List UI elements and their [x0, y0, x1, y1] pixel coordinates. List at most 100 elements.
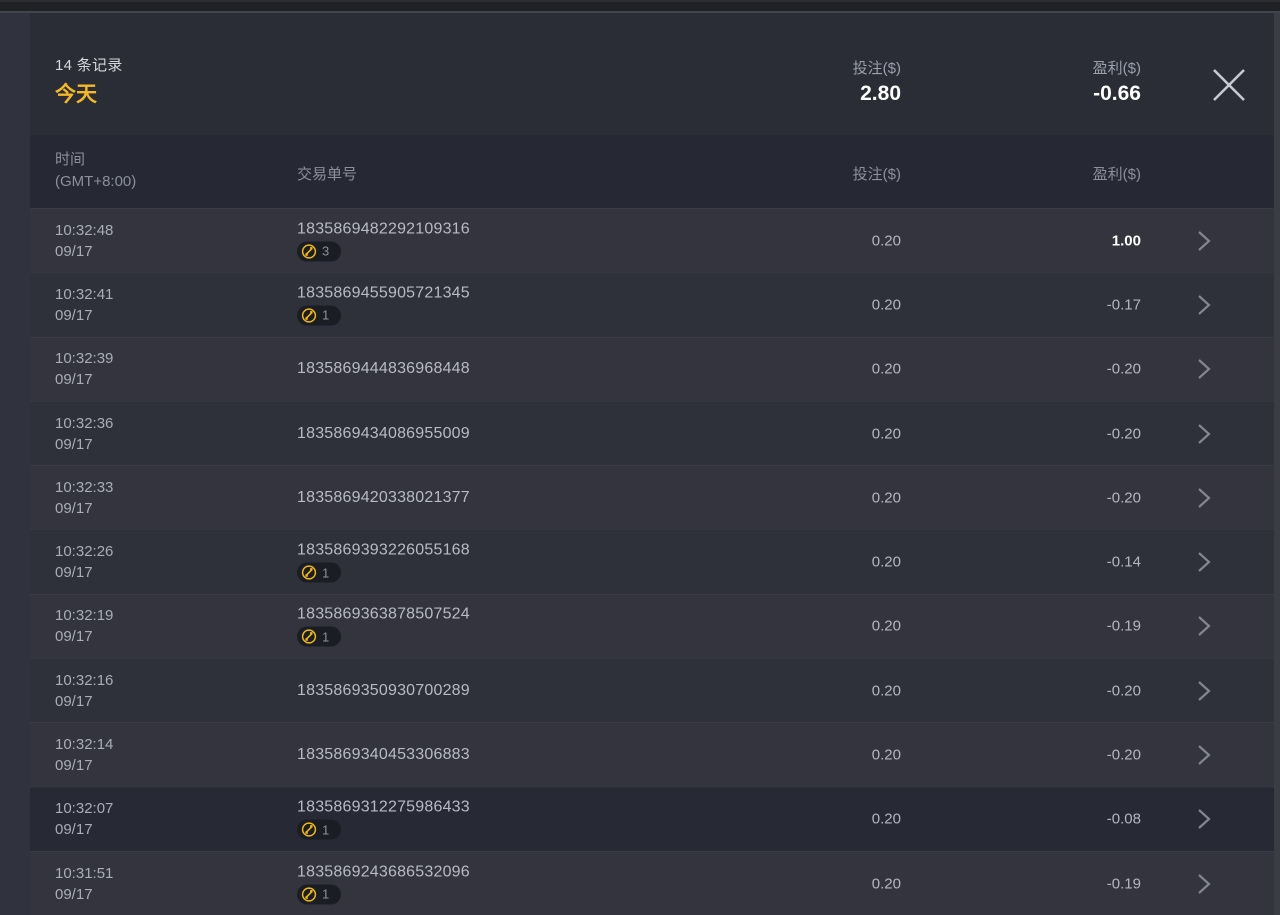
- percent-coin-icon: [301, 243, 317, 259]
- time-value: 10:32:19: [55, 607, 114, 625]
- order-cell: 1835869434086955009: [297, 425, 470, 443]
- time-cell: 10:32:14 09/17: [55, 734, 113, 776]
- time-value: 10:32:07: [55, 800, 114, 818]
- table-row[interactable]: 10:32:07 09/17 1835869312275986433 1 0.2…: [30, 786, 1280, 851]
- round-count-badge: 1: [297, 819, 342, 840]
- percent-coin-icon: [301, 886, 317, 902]
- table-row[interactable]: 10:32:33 09/17 1835869420338021377 0.20 …: [30, 465, 1280, 530]
- table-row[interactable]: 10:32:16 09/17 1835869350930700289 0.20 …: [30, 658, 1280, 723]
- table-row[interactable]: 10:32:14 09/17 1835869340453306883 0.20 …: [30, 722, 1280, 787]
- table-header: 时间 (GMT+8:00) 交易单号 投注($) 盈利($): [30, 135, 1280, 208]
- header-time-line2: (GMT+8:00): [55, 173, 137, 190]
- left-gutter: [0, 13, 30, 915]
- order-cell: 1835869455905721345 1: [297, 284, 470, 326]
- profit-value: -0.08: [1106, 810, 1141, 828]
- order-cell: 1835869340453306883: [297, 746, 470, 764]
- time-value: 10:32:16: [55, 671, 114, 689]
- profit-value: -0.20: [1106, 489, 1141, 507]
- records-panel: 14 条记录 今天 投注($) 2.80 盈利($) -0.66 时间 (: [30, 13, 1280, 915]
- table-row[interactable]: 10:32:36 09/17 1835869434086955009 0.20 …: [30, 400, 1280, 466]
- bet-value: 0.20: [871, 232, 901, 250]
- summary-bet: 投注($) 2.80: [853, 57, 901, 106]
- order-number: 1835869312275986433: [297, 798, 470, 816]
- badge-count: 1: [322, 307, 330, 323]
- summary-bet-label: 投注($): [852, 60, 901, 77]
- table-row[interactable]: 10:32:26 09/17 1835869393226055168 1 0.2…: [30, 529, 1280, 594]
- bet-value: 0.20: [871, 617, 901, 635]
- order-cell: 1835869482292109316 3: [297, 220, 470, 262]
- date-value: 09/17: [55, 242, 93, 260]
- time-cell: 10:31:51 09/17: [55, 863, 113, 905]
- percent-coin-icon: [301, 822, 317, 837]
- chevron-right-icon[interactable]: [1197, 616, 1213, 637]
- time-value: 10:32:36: [55, 414, 114, 432]
- time-cell: 10:32:41 09/17: [55, 284, 113, 326]
- chevron-right-icon[interactable]: [1197, 873, 1213, 894]
- profit-value: -0.14: [1106, 553, 1141, 571]
- close-button[interactable]: [1206, 62, 1252, 108]
- date-value: 09/17: [55, 499, 93, 517]
- scrollbar[interactable]: [1274, 13, 1280, 915]
- summary-profit: 盈利($) -0.66: [1093, 57, 1141, 106]
- badge-count: 1: [322, 886, 330, 902]
- header-time-line1: 时间: [55, 151, 86, 168]
- date-value: 09/17: [55, 821, 93, 839]
- chevron-right-icon[interactable]: [1197, 680, 1213, 701]
- chevron-right-icon[interactable]: [1197, 809, 1213, 830]
- time-value: 10:32:14: [55, 736, 114, 754]
- percent-coin-icon: [301, 565, 317, 580]
- period-label[interactable]: 今天: [55, 83, 97, 106]
- chevron-right-icon[interactable]: [1197, 488, 1213, 508]
- order-number: 1835869482292109316: [297, 220, 470, 238]
- table-row[interactable]: 10:32:19 09/17 1835869363878507524 1 0.2…: [30, 593, 1280, 659]
- table-row[interactable]: 10:32:41 09/17 1835869455905721345 1 0.2…: [30, 272, 1280, 337]
- date-value: 09/17: [55, 757, 93, 775]
- badge-count: 1: [322, 565, 330, 581]
- order-number: 1835869455905721345: [297, 284, 470, 302]
- time-value: 10:32:41: [55, 285, 114, 303]
- date-value: 09/17: [55, 628, 93, 646]
- order-number: 1835869363878507524: [297, 605, 470, 623]
- time-value: 10:32:39: [55, 350, 114, 368]
- date-value: 09/17: [55, 692, 93, 710]
- time-cell: 10:32:07 09/17: [55, 798, 113, 840]
- profit-value: -0.20: [1106, 682, 1141, 700]
- table-row[interactable]: 10:32:48 09/17 1835869482292109316 3 0.2…: [30, 208, 1280, 273]
- summary-bet-value: 2.80: [860, 82, 901, 105]
- badge-count: 3: [322, 243, 330, 259]
- round-count-badge: 1: [297, 626, 342, 647]
- order-number: 1835869350930700289: [297, 681, 470, 699]
- profit-value: -0.20: [1106, 746, 1141, 764]
- table-row[interactable]: 10:31:51 09/17 1835869243686532096 1 0.2…: [30, 850, 1280, 915]
- order-number: 1835869393226055168: [297, 541, 470, 559]
- order-cell: 1835869363878507524 1: [297, 606, 470, 647]
- round-count-badge: 3: [297, 241, 342, 262]
- chevron-right-icon[interactable]: [1197, 359, 1213, 380]
- header-bet: 投注($): [852, 166, 901, 183]
- time-cell: 10:32:39 09/17: [55, 348, 113, 390]
- chevron-right-icon[interactable]: [1197, 295, 1213, 315]
- time-value: 10:31:51: [55, 864, 114, 882]
- bet-value: 0.20: [871, 875, 901, 893]
- chevron-right-icon[interactable]: [1197, 230, 1213, 251]
- bet-value: 0.20: [871, 489, 901, 507]
- chevron-right-icon[interactable]: [1197, 745, 1213, 765]
- summary-profit-label: 盈利($): [1092, 60, 1141, 77]
- chevron-right-icon[interactable]: [1197, 423, 1213, 444]
- table-row[interactable]: 10:32:39 09/17 1835869444836968448 0.20 …: [30, 336, 1280, 401]
- chevron-right-icon[interactable]: [1197, 552, 1213, 572]
- percent-coin-icon: [301, 308, 317, 323]
- profit-value: -0.20: [1106, 425, 1141, 443]
- order-cell: 1835869393226055168 1: [297, 542, 470, 583]
- window-top-bar: [0, 0, 1280, 11]
- badge-count: 1: [322, 822, 330, 838]
- bet-value: 0.20: [871, 682, 901, 700]
- order-number: 1835869243686532096: [297, 863, 470, 881]
- date-value: 09/17: [55, 306, 93, 324]
- time-value: 10:32:33: [55, 478, 114, 496]
- header-profit: 盈利($): [1092, 166, 1141, 183]
- time-cell: 10:32:16 09/17: [55, 670, 113, 712]
- order-cell: 1835869444836968448: [297, 360, 470, 378]
- date-value: 09/17: [55, 371, 93, 389]
